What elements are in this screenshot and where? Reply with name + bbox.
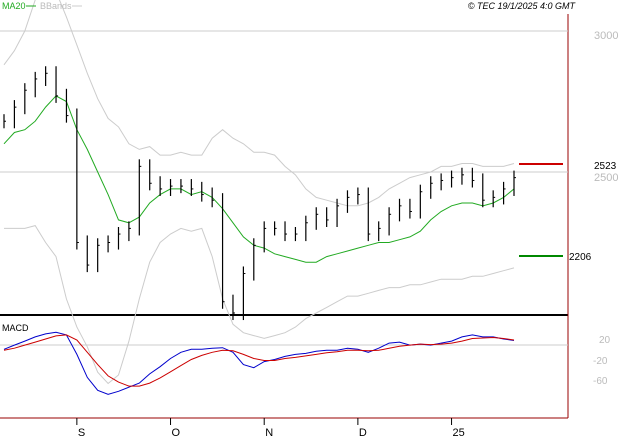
- macd-y-tick-neg20: -20: [593, 356, 608, 367]
- support-label: 2206: [569, 252, 592, 263]
- x-tick-label: O: [172, 427, 181, 439]
- macd-line: [3, 331, 515, 395]
- y-tick-3000: 3000: [594, 30, 618, 42]
- bbands-lower-line: [4, 225, 515, 385]
- y-tick-2500: 2500: [594, 172, 618, 184]
- copyright-text: © TEC 19/1/2025 4:0 GMT: [468, 1, 577, 11]
- bbands-upper-line: [3, 0, 515, 207]
- legend-bbands: BBands: [40, 1, 72, 11]
- resistance-label: 2523: [594, 161, 617, 172]
- macd-y-tick-neg60: -60: [593, 376, 608, 387]
- macd-signal-line: [3, 334, 515, 387]
- ma20-line: [3, 95, 515, 263]
- price-panel: [3, 0, 516, 385]
- macd-y-tick-20: 20: [599, 335, 611, 346]
- x-tick-label: D: [359, 427, 367, 439]
- x-tick-label: N: [265, 427, 273, 439]
- macd-title: MACD: [2, 323, 29, 333]
- x-axis: S O N D 25: [76, 418, 465, 439]
- legend-ma20: MA20: [2, 1, 26, 11]
- macd-panel: [3, 331, 515, 395]
- x-tick-label: 25: [453, 427, 465, 439]
- x-tick-label: S: [78, 427, 85, 439]
